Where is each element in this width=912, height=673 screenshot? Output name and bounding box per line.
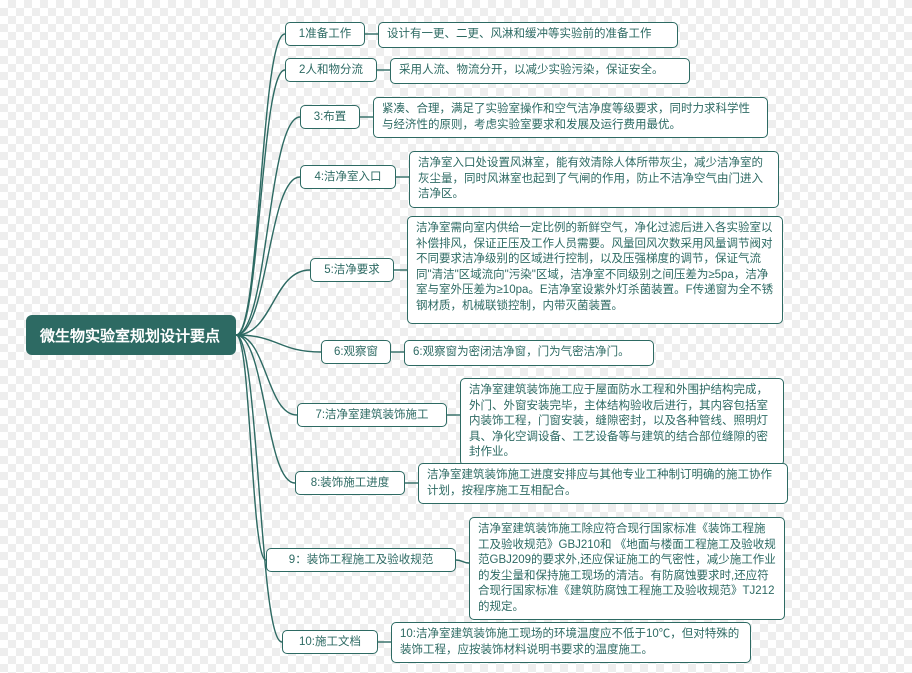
branch-b8-node[interactable]: 8:装饰施工进度: [295, 471, 405, 495]
branch-b7-leaf[interactable]: 洁净室建筑装饰施工应于屋面防水工程和外围护结构完成，外门、外窗安装完毕，主体结构…: [460, 378, 784, 466]
branch-b8-leaf[interactable]: 洁净室建筑装饰施工进度安排应与其他专业工种制订明确的施工协作计划，按程序施工互相…: [418, 463, 788, 504]
branch-b1-leaf[interactable]: 设计有一更、二更、风淋和缓冲等实验前的准备工作: [378, 22, 678, 48]
branch-b6-leaf[interactable]: 6:观察窗为密闭洁净窗，门为气密洁净门。: [404, 340, 654, 366]
branch-b10-leaf[interactable]: 10:洁净室建筑装饰施工现场的环境温度应不低于10℃，但对特殊的装饰工程，应按装…: [391, 622, 751, 663]
branch-b4-leaf[interactable]: 洁净室入口处设置风淋室，能有效清除人体所带灰尘，减少洁净室的灰尘量，同时风淋室也…: [409, 151, 779, 208]
branch-b9-leaf[interactable]: 洁净室建筑装饰施工除应符合现行国家标准《装饰工程施工及验收规范》GBJ210和 …: [469, 517, 785, 620]
branch-b2-node[interactable]: 2人和物分流: [285, 58, 377, 82]
root-node[interactable]: 微生物实验室规划设计要点: [26, 315, 236, 355]
nodes-layer: 微生物实验室规划设计要点 1准备工作设计有一更、二更、风淋和缓冲等实验前的准备工…: [0, 0, 912, 673]
branch-b2-leaf[interactable]: 采用人流、物流分开，以减少实验污染，保证安全。: [390, 58, 690, 84]
branch-b7-node[interactable]: 7:洁净室建筑装饰施工: [297, 403, 447, 427]
branch-b3-leaf[interactable]: 紧凑、合理，满足了实验室操作和空气洁净度等级要求，同时力求科学性与经济性的原则，…: [373, 97, 768, 138]
branch-b5-leaf[interactable]: 洁净室需向室内供给一定比例的新鲜空气，净化过滤后进入各实验室以补偿排风，保证正压…: [407, 216, 783, 324]
branch-b3-node[interactable]: 3:布置: [300, 105, 360, 129]
branch-b5-node[interactable]: 5:洁净要求: [310, 258, 394, 282]
branch-b1-node[interactable]: 1准备工作: [285, 22, 365, 46]
branch-b4-node[interactable]: 4:洁净室入口: [300, 165, 396, 189]
branch-b10-node[interactable]: 10:施工文档: [282, 630, 378, 654]
branch-b6-node[interactable]: 6:观察窗: [321, 340, 391, 364]
branch-b9-node[interactable]: 9：装饰工程施工及验收规范: [266, 548, 456, 572]
